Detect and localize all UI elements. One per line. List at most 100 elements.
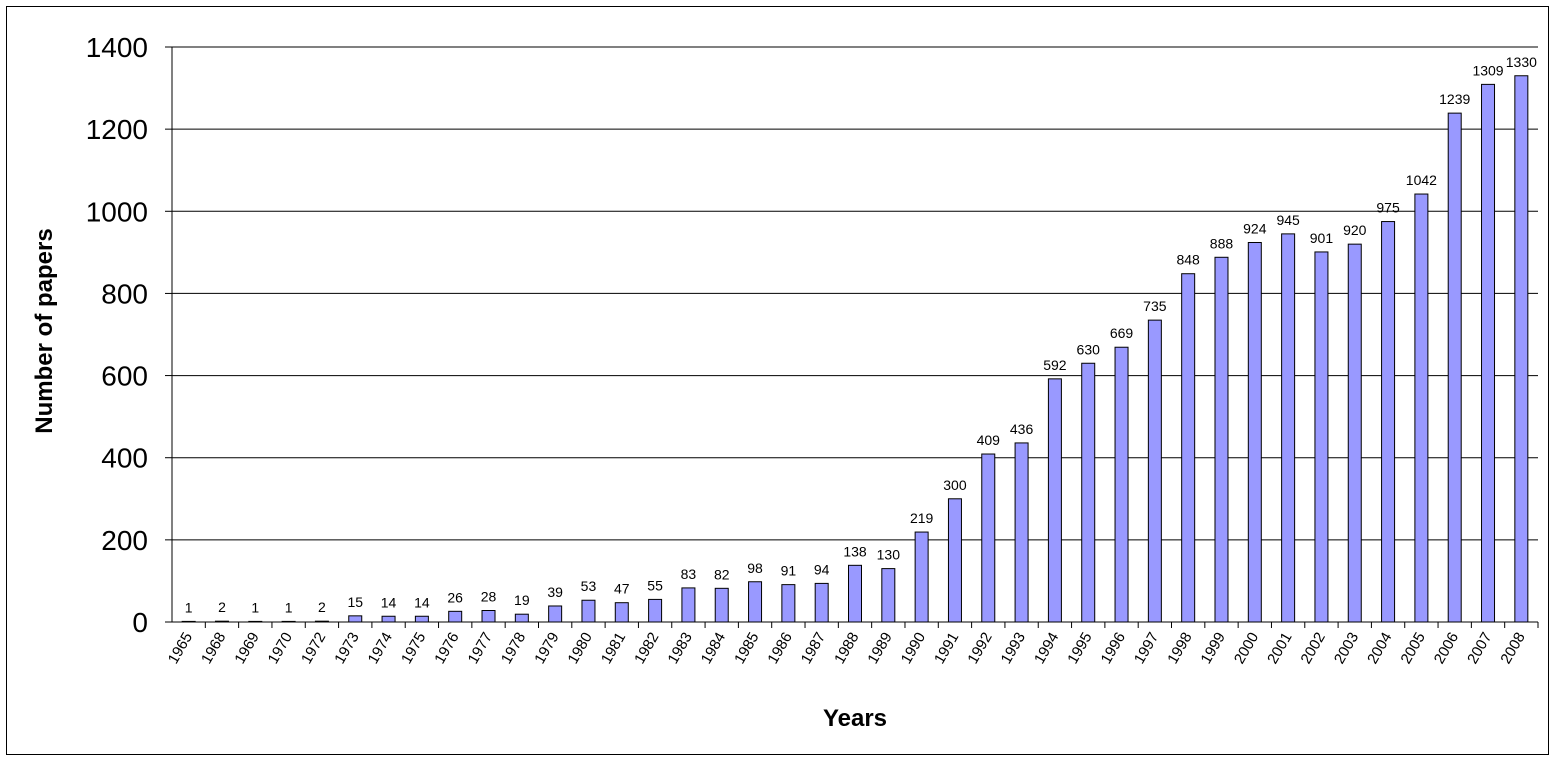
bar-1998 <box>1181 273 1196 623</box>
data-label-1989: 130 <box>877 547 901 563</box>
x-tick-label-1987: 1987 <box>798 630 829 667</box>
bar-1990 <box>914 531 929 623</box>
data-label-1972: 2 <box>318 599 326 615</box>
data-label-1975: 14 <box>414 594 430 610</box>
data-label-1984: 82 <box>714 566 730 582</box>
data-label-2005: 1042 <box>1406 172 1437 188</box>
data-label-1985: 98 <box>747 560 763 576</box>
x-tick-label-1986: 1986 <box>764 630 795 667</box>
x-tick-label-2006: 2006 <box>1431 630 1462 667</box>
bar-1991 <box>947 498 962 623</box>
x-tick-label-1992: 1992 <box>964 630 995 667</box>
bar-2002 <box>1314 251 1329 623</box>
bar-1978 <box>514 613 529 623</box>
x-tick-label-1982: 1982 <box>631 630 662 667</box>
data-label-1997: 735 <box>1143 298 1167 314</box>
x-tick-label-1984: 1984 <box>698 630 729 667</box>
data-label-2007: 1309 <box>1472 62 1503 78</box>
data-label-1969: 1 <box>251 600 259 616</box>
x-axis-title: Years <box>823 705 887 732</box>
bar-2006 <box>1447 112 1462 623</box>
axes <box>165 46 1539 628</box>
y-tick-label: 1000 <box>86 196 148 227</box>
data-label-1980: 53 <box>581 578 597 594</box>
data-label-1977: 28 <box>481 589 497 605</box>
x-tick-label-1991: 1991 <box>931 630 962 667</box>
bar-1985 <box>748 581 763 623</box>
y-tick-label: 0 <box>132 607 148 638</box>
data-label-1982: 55 <box>647 577 663 593</box>
y-axis-title: Number of papers <box>31 228 58 433</box>
data-label-2003: 920 <box>1343 222 1367 238</box>
bar-1982 <box>648 598 663 623</box>
data-label-1981: 47 <box>614 581 630 597</box>
x-tick-label-1981: 1981 <box>598 630 629 667</box>
x-tick-label-1989: 1989 <box>864 630 895 667</box>
bar-1993 <box>1014 442 1029 623</box>
data-label-1987: 94 <box>814 561 830 577</box>
data-label-1999: 888 <box>1210 235 1234 251</box>
bar-2003 <box>1347 243 1362 623</box>
x-tick-label-1976: 1976 <box>431 630 462 667</box>
data-label-1990: 219 <box>910 510 934 526</box>
bar-1975 <box>414 615 429 623</box>
x-tick-label-2002: 2002 <box>1297 630 1328 667</box>
bar-1974 <box>381 615 396 623</box>
data-label-2006: 1239 <box>1439 91 1470 107</box>
data-label-1978: 19 <box>514 592 530 608</box>
bar-1996 <box>1114 346 1129 623</box>
data-label-1983: 83 <box>681 566 697 582</box>
data-label-1970: 1 <box>285 600 293 616</box>
data-label-2000: 924 <box>1243 221 1267 237</box>
x-tick-label-1978: 1978 <box>498 630 529 667</box>
x-tick-label-1980: 1980 <box>565 630 596 667</box>
data-label-1992: 409 <box>977 432 1001 448</box>
x-tick-label-1968: 1968 <box>198 630 229 667</box>
bar-2008 <box>1514 75 1529 623</box>
x-tick-label-1994: 1994 <box>1031 630 1062 667</box>
y-tick-label: 1200 <box>86 114 148 145</box>
x-tick-label-1973: 1973 <box>331 630 362 667</box>
bar-1997 <box>1147 319 1162 623</box>
data-label-2002: 901 <box>1310 230 1334 246</box>
x-tick-label-1995: 1995 <box>1064 630 1095 667</box>
data-label-1979: 39 <box>547 584 563 600</box>
data-label-1995: 630 <box>1077 341 1101 357</box>
data-label-1976: 26 <box>447 589 463 605</box>
data-label-1968: 2 <box>218 599 226 615</box>
x-tick-label-1977: 1977 <box>465 630 496 667</box>
x-tick-label-2003: 2003 <box>1331 630 1362 667</box>
x-tick-label-1965: 1965 <box>165 630 196 667</box>
x-tick-label-1970: 1970 <box>265 630 296 667</box>
bar-2001 <box>1281 233 1296 623</box>
x-tick-label-1993: 1993 <box>998 630 1029 667</box>
data-label-1986: 91 <box>781 563 797 579</box>
x-tick-labels: 1965 1968 1969 1970 1972 1973 1974 1975 1976 1977… <box>165 630 1529 667</box>
bar-2007 <box>1481 83 1496 623</box>
x-tick-label-1996: 1996 <box>1098 630 1129 667</box>
bar-1980 <box>581 599 596 623</box>
data-label-1988: 138 <box>843 543 867 559</box>
x-tick-label-2000: 2000 <box>1231 630 1262 667</box>
x-tick-label-2007: 2007 <box>1464 630 1495 667</box>
x-tick-label-1985: 1985 <box>731 630 762 667</box>
x-tick-label-1974: 1974 <box>365 630 396 667</box>
data-label-1974: 14 <box>381 594 397 610</box>
y-tick-label: 600 <box>101 361 148 392</box>
data-label-2001: 945 <box>1276 212 1300 228</box>
x-tick-label-1983: 1983 <box>664 630 695 667</box>
x-tick-label-1975: 1975 <box>398 630 429 667</box>
bar-1995 <box>1081 362 1096 623</box>
data-label-1993: 436 <box>1010 421 1034 437</box>
data-label-1996: 669 <box>1110 325 1134 341</box>
x-tick-label-1990: 1990 <box>898 630 929 667</box>
bar-1984 <box>714 587 729 623</box>
bar-1994 <box>1047 378 1062 623</box>
x-tick-label-1972: 1972 <box>298 630 329 667</box>
gridlines <box>172 46 1538 541</box>
bar-2004 <box>1381 221 1396 623</box>
x-tick-label-2008: 2008 <box>1497 630 1528 667</box>
x-tick-label-1999: 1999 <box>1198 630 1229 667</box>
x-tick-label-2005: 2005 <box>1397 630 1428 667</box>
